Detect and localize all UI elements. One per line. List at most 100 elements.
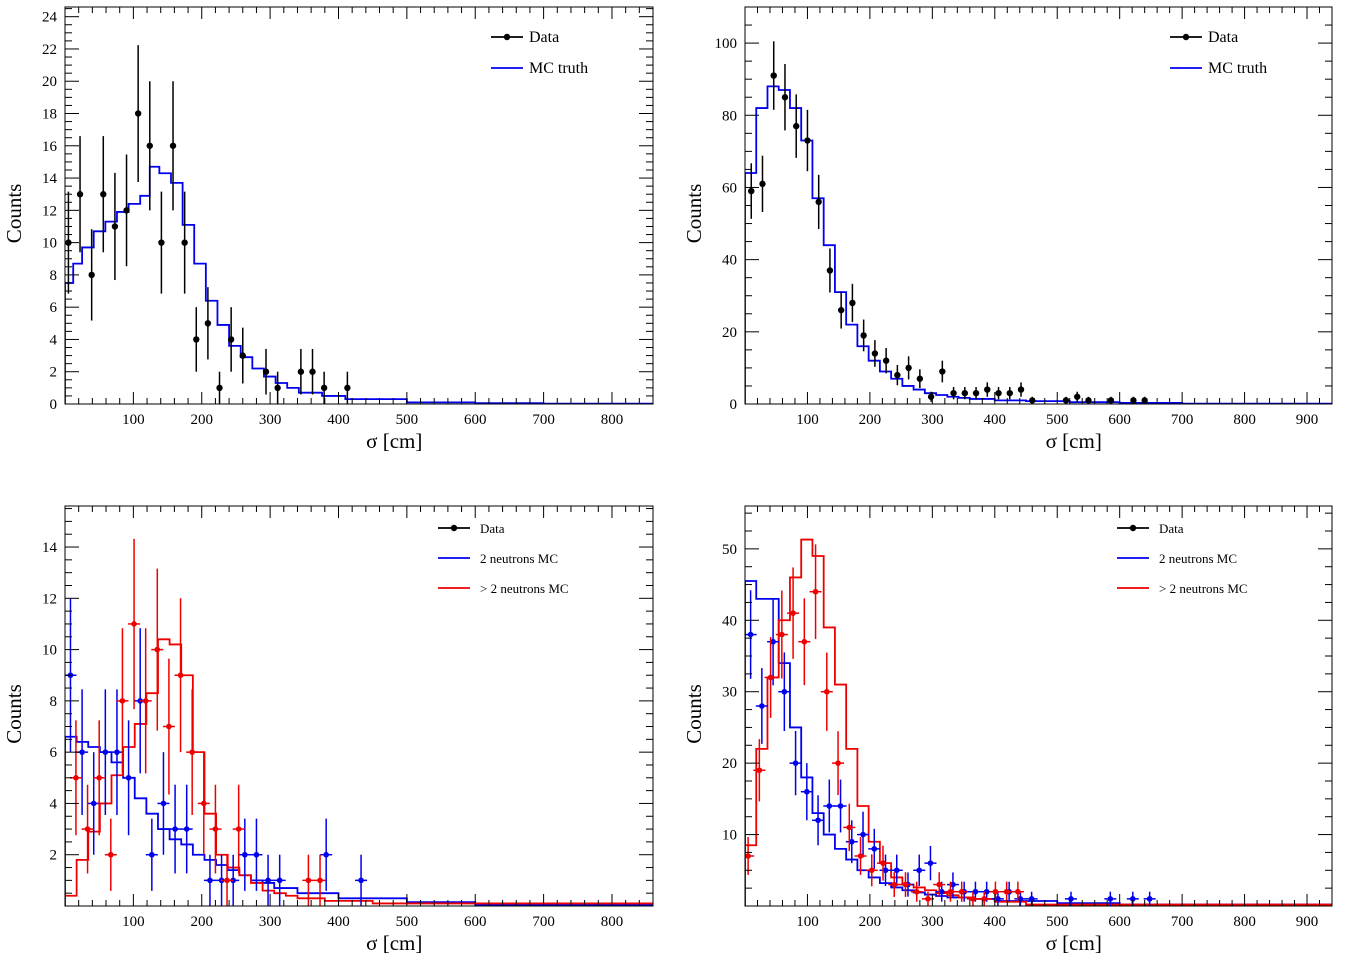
data-point xyxy=(227,336,235,343)
data-point xyxy=(793,122,800,130)
data-point xyxy=(837,306,845,314)
data-point xyxy=(96,774,102,781)
plot-frame xyxy=(64,6,654,405)
x-tick-label: 400 xyxy=(984,412,1007,428)
data-point xyxy=(880,860,886,866)
x-tick-label: 400 xyxy=(327,914,350,930)
data-point xyxy=(1003,888,1010,895)
y-tick-label: 6 xyxy=(50,300,58,316)
x-tick-label: 300 xyxy=(259,914,282,930)
data-point xyxy=(992,888,999,895)
data-point xyxy=(972,389,980,397)
x-axis-title: σ [cm] xyxy=(1046,931,1102,955)
data-point xyxy=(916,375,924,382)
y-tick-label: 60 xyxy=(722,180,737,196)
x-axis-title: σ [cm] xyxy=(366,931,422,955)
data-point xyxy=(882,357,890,364)
data-point xyxy=(927,860,934,866)
data-point xyxy=(1062,397,1070,404)
data-point xyxy=(871,350,879,357)
data-point xyxy=(984,386,991,393)
y-tick-label: 20 xyxy=(722,756,737,772)
data-point xyxy=(891,881,898,888)
data-point xyxy=(84,826,91,832)
data-point xyxy=(253,851,260,858)
legend: Data MC truth xyxy=(491,29,588,77)
data-point xyxy=(317,877,323,884)
y-tick-label: 14 xyxy=(42,540,58,556)
legend: Data 2 neutrons MC > 2 neutrons MC xyxy=(1117,521,1248,596)
data-point xyxy=(846,824,853,831)
data-point xyxy=(265,877,271,884)
data-point xyxy=(181,239,188,246)
x-tick-label: 600 xyxy=(1108,914,1131,930)
series-points-4 xyxy=(745,590,1156,906)
x-tick-label: 300 xyxy=(259,412,282,428)
data-point xyxy=(916,867,923,874)
x-tick-label: 900 xyxy=(1296,914,1319,930)
x-tick-label: 100 xyxy=(122,412,145,428)
series-line-2 xyxy=(745,580,1332,906)
data-point xyxy=(262,368,270,375)
y-axis-title: Counts xyxy=(682,184,706,244)
data-point xyxy=(748,187,755,195)
y-tick-label: 2 xyxy=(50,365,58,381)
data-point xyxy=(134,110,142,117)
data-point xyxy=(239,352,246,359)
data-point xyxy=(882,867,889,874)
data-point xyxy=(781,94,789,101)
legend-label: > 2 neutrons MC xyxy=(480,581,569,596)
legend-label: MC truth xyxy=(529,60,588,77)
x-tick-label: 500 xyxy=(1046,914,1069,930)
data-point xyxy=(169,142,177,149)
x-tick-label: 800 xyxy=(1233,412,1256,428)
data-point xyxy=(1017,386,1025,393)
data-point xyxy=(125,774,132,781)
x-tick-label: 100 xyxy=(796,914,819,930)
data-point xyxy=(1130,397,1137,404)
data-point xyxy=(189,749,195,755)
data-point xyxy=(160,800,167,807)
y-tick-label: 12 xyxy=(42,591,57,607)
x-tick-label: 700 xyxy=(532,914,555,930)
data-point xyxy=(1028,896,1035,902)
data-point xyxy=(212,826,219,832)
plot-frame xyxy=(744,505,1333,907)
legend-label: Data xyxy=(1208,29,1238,46)
y-tick-label: 16 xyxy=(42,139,58,155)
series-points-5 xyxy=(69,538,327,906)
data-point xyxy=(183,826,190,832)
y-tick-label: 0 xyxy=(50,397,58,413)
legend-label: MC truth xyxy=(1208,60,1267,77)
data-point xyxy=(792,760,799,766)
plot-area xyxy=(745,41,1332,404)
y-tick-label: 20 xyxy=(42,74,57,90)
legend-marker xyxy=(1129,524,1137,532)
legend-marker xyxy=(450,524,458,532)
y-tick-label: 20 xyxy=(722,325,737,341)
x-tick-label: 600 xyxy=(1108,412,1131,428)
data-point xyxy=(305,877,312,884)
data-point xyxy=(154,646,161,653)
data-point xyxy=(983,888,990,895)
data-point xyxy=(815,817,821,824)
panel-4: 100 200 300 400 500 600 700 800 900 10 20 30 40 50 σ [… xyxy=(682,505,1333,955)
series-line-2 xyxy=(65,165,653,404)
data-point xyxy=(835,760,841,766)
data-point xyxy=(320,384,328,392)
data-point xyxy=(172,826,178,832)
legend-label: > 2 neutrons MC xyxy=(1159,581,1248,596)
data-point xyxy=(1107,397,1115,404)
legend-label: 2 neutrons MC xyxy=(480,551,558,566)
y-axis-title: Counts xyxy=(2,184,26,244)
data-point xyxy=(242,851,248,858)
data-point xyxy=(826,803,833,809)
data-point xyxy=(756,767,763,774)
x-tick-label: 300 xyxy=(921,914,944,930)
y-tick-label: 50 xyxy=(722,542,737,558)
plot-area xyxy=(65,45,653,404)
y-axis-title: Counts xyxy=(2,684,26,744)
data-point xyxy=(142,698,149,704)
data-point xyxy=(131,621,137,627)
data-point xyxy=(149,851,155,858)
